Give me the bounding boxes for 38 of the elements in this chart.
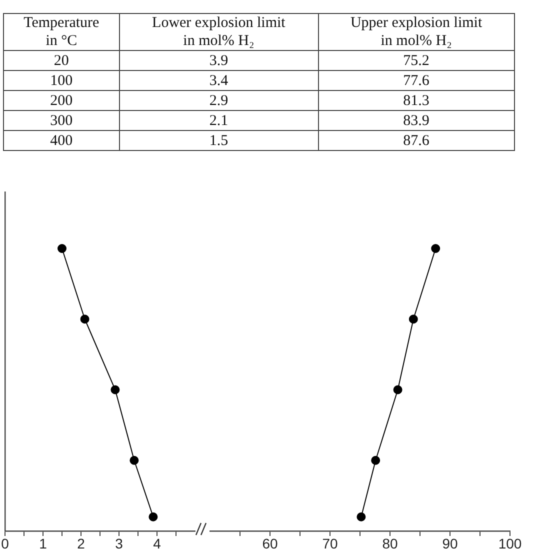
data-label: 3.9 <box>119 50 318 70</box>
point <box>58 244 66 253</box>
point <box>393 385 402 394</box>
point <box>80 314 90 324</box>
point <box>130 456 139 465</box>
point <box>408 314 418 324</box>
point <box>356 512 366 522</box>
x-tick-label: 3 <box>115 535 124 551</box>
x-tick-label: 100 <box>498 535 522 551</box>
point <box>431 244 440 253</box>
category-label: 400 <box>4 130 120 150</box>
x-tick-label: 70 <box>322 535 338 551</box>
data-label: 77.6 <box>318 70 514 90</box>
data-label: 81.3 <box>318 90 514 110</box>
data-label: 87.6 <box>318 130 514 150</box>
point <box>110 385 120 394</box>
text: Lower explosion limit in mol% H₂ <box>119 14 318 50</box>
category-label: 100 <box>4 70 120 90</box>
x-tick-label: 90 <box>442 535 458 551</box>
category-label: 300 <box>4 110 120 130</box>
point <box>371 456 380 465</box>
text: Upper explosion limit in mol% H₂ <box>318 14 514 50</box>
x-tick-label: 0 <box>1 535 10 551</box>
data-label: 83.9 <box>318 110 514 130</box>
category-label: 20 <box>4 50 120 70</box>
data-label: 1.5 <box>119 130 318 150</box>
data-label: 2.9 <box>119 90 318 110</box>
x-tick-label: 1 <box>39 535 48 551</box>
data-label: 2.1 <box>119 110 318 130</box>
data-label: 3.4 <box>119 70 318 90</box>
x-tick-label: 2 <box>77 535 86 551</box>
data-label: 75.2 <box>318 50 514 70</box>
category-label: 200 <box>4 90 120 110</box>
text: Temperature in °C <box>4 14 120 50</box>
x-tick-label: 4 <box>153 535 162 551</box>
x-tick-label: 80 <box>382 535 398 551</box>
point <box>148 512 158 522</box>
x-tick-label: 60 <box>262 535 278 551</box>
